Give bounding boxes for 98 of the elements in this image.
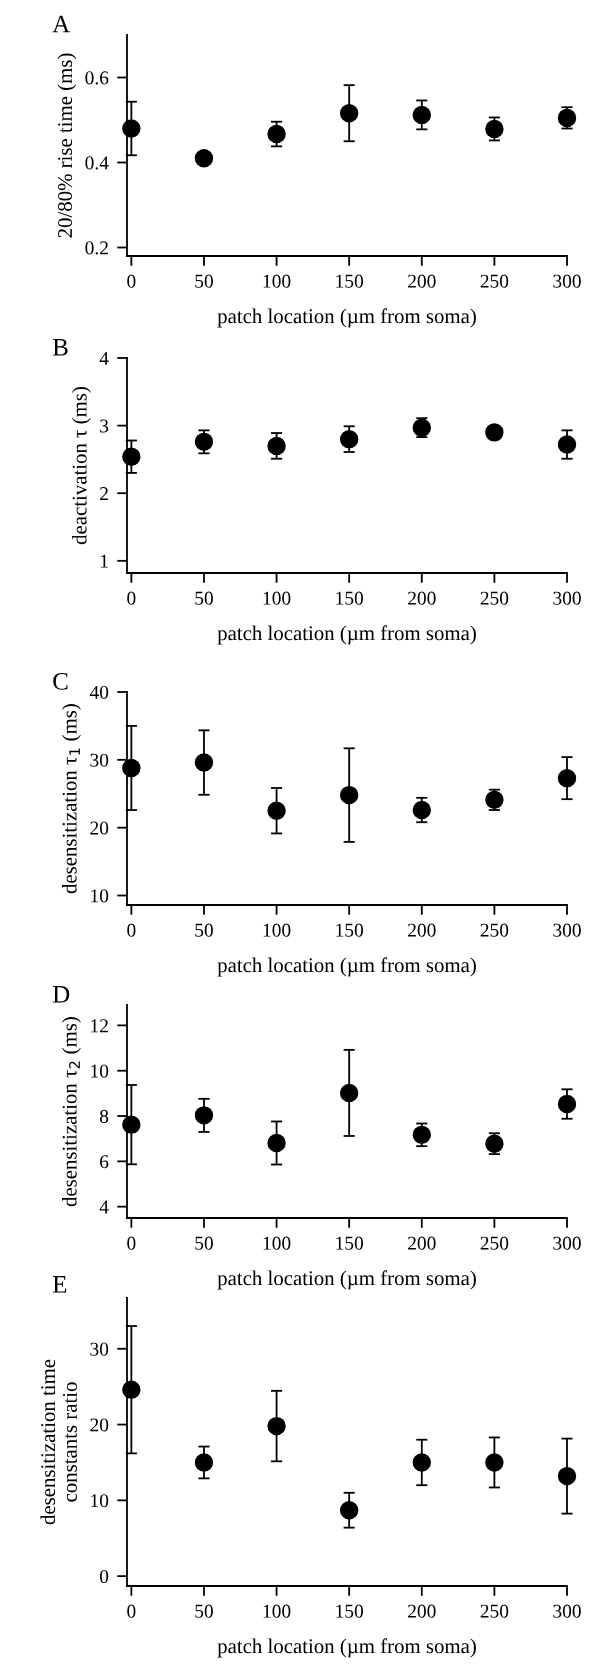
y-tick-label: 6 (100, 1155, 109, 1169)
x-tick-label: 200 (408, 923, 436, 937)
x-tick-label: 0 (127, 1236, 136, 1250)
point (485, 423, 504, 442)
x-tick-label: 200 (408, 274, 436, 288)
point (412, 1453, 431, 1472)
point (557, 768, 577, 788)
x-tick-label: 150 (336, 1604, 364, 1618)
y-tick-label: 10 (91, 1064, 109, 1078)
point (267, 124, 286, 144)
x-tick-label: 250 (480, 1604, 509, 1618)
y-tick-label: 0.2 (85, 241, 108, 255)
x-tick-label: 50 (195, 1604, 213, 1618)
chart-title: A (52, 15, 71, 33)
point (122, 1380, 141, 1399)
x-tick-label: 0 (127, 923, 136, 937)
x-tick-label: 200 (408, 591, 436, 605)
y-axis-title: 20/80% rise time (ms) (57, 53, 77, 238)
point (339, 1501, 359, 1520)
x-tick-label: 200 (408, 1236, 436, 1250)
y-tick-label: 30 (90, 1342, 109, 1356)
y-axis-title: desensitization τ$_{1}$ (ms) (62, 704, 81, 894)
point (557, 435, 577, 454)
y-tick-label: 0.4 (85, 156, 109, 170)
point (194, 149, 214, 168)
point (194, 753, 214, 772)
x-tick-label: 300 (553, 923, 581, 937)
x-axis-title: patch location (µm from soma) (217, 1638, 476, 1658)
point (267, 1416, 286, 1436)
x-tick-label: 300 (553, 274, 581, 288)
point (267, 801, 286, 820)
y-tick-label: 2 (100, 487, 108, 500)
x-tick-label: 50 (195, 274, 213, 288)
y-tick-label: 0 (99, 1569, 109, 1584)
x-tick-label: 150 (336, 923, 364, 937)
point (557, 1466, 577, 1486)
point (339, 785, 359, 805)
point (412, 800, 431, 820)
chart-title: C (53, 672, 68, 690)
y-tick-label: 4 (99, 1200, 109, 1214)
x-axis-title: patch location (µm from soma) (217, 308, 476, 328)
x-tick-label: 0 (127, 1604, 136, 1618)
chart-title: D (52, 986, 70, 1003)
y-tick-label: 10 (91, 889, 109, 903)
x-tick-label: 100 (263, 923, 291, 937)
x-tick-label: 250 (480, 923, 509, 937)
x-tick-label: 100 (263, 591, 291, 605)
x-axis-title: patch location (µm from soma) (217, 1270, 476, 1290)
point (485, 1453, 504, 1472)
point (122, 447, 141, 466)
point (267, 436, 286, 456)
y-tick-label: 1 (100, 554, 108, 568)
x-axis-title: patch location (µm from soma) (217, 957, 476, 977)
x-tick-label: 100 (263, 1604, 291, 1618)
y-tick-label: 4 (99, 351, 109, 365)
x-tick-label: 200 (408, 1604, 436, 1618)
point (122, 1115, 141, 1134)
point (194, 1453, 214, 1472)
x-tick-label: 50 (195, 923, 213, 937)
y-tick-label: 3 (100, 419, 109, 433)
y-axis-title: desensitization τ$_{2}$ (ms) (62, 1017, 81, 1207)
x-tick-label: 150 (336, 1236, 364, 1250)
x-tick-label: 150 (336, 274, 364, 288)
point (557, 1094, 577, 1114)
y-tick-label: 8 (99, 1109, 109, 1123)
x-tick-label: 250 (480, 274, 509, 288)
x-tick-label: 50 (195, 591, 213, 605)
point (339, 103, 359, 123)
chart-title: B (52, 339, 68, 356)
point (122, 758, 141, 778)
point (339, 429, 359, 449)
x-tick-label: 100 (263, 274, 291, 288)
x-tick-label: 100 (263, 1236, 291, 1250)
x-tick-label: 300 (553, 1604, 581, 1618)
x-tick-label: 300 (553, 1236, 581, 1250)
x-tick-label: 300 (553, 591, 581, 605)
x-tick-label: 150 (336, 591, 364, 605)
y-tick-label: 20 (90, 821, 109, 835)
y-tick-label: 0.6 (85, 71, 109, 85)
y-tick-label: 30 (90, 753, 109, 767)
x-axis-title: patch location (µm from soma) (217, 625, 476, 645)
y-tick-label: 20 (90, 1418, 109, 1432)
y-axis-title: deactivation τ (ms) (72, 387, 91, 545)
x-tick-label: 0 (127, 274, 136, 288)
x-tick-label: 0 (127, 591, 136, 605)
point (339, 1083, 359, 1103)
y-tick-label: 40 (89, 685, 109, 699)
y-tick-label: 10 (91, 1494, 109, 1508)
point (412, 105, 431, 125)
x-tick-label: 50 (195, 1236, 213, 1250)
chart-title: E (52, 1276, 67, 1293)
y-tick-label: 12 (91, 1019, 108, 1033)
x-tick-label: 250 (480, 591, 509, 605)
point (267, 1133, 286, 1153)
x-tick-label: 250 (480, 1236, 509, 1250)
point (122, 119, 141, 138)
point (194, 1106, 214, 1125)
y-axis-title: desensitization time constants ratio (40, 1359, 77, 1525)
